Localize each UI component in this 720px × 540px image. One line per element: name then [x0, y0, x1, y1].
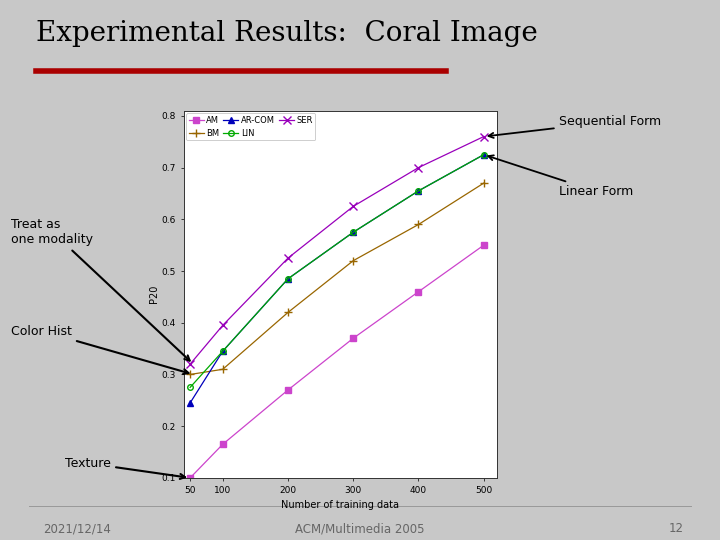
LIN — [480, 151, 488, 158]
AR-COM — [218, 348, 227, 354]
Line: LIN: LIN — [187, 152, 487, 390]
Text: ACM/Multimedia 2005: ACM/Multimedia 2005 — [295, 522, 425, 535]
AM — [218, 441, 227, 448]
Text: Linear Form: Linear Form — [488, 156, 634, 198]
AR-COM — [349, 229, 358, 235]
AR-COM — [186, 400, 194, 406]
LIN — [218, 348, 227, 354]
AM — [284, 387, 292, 393]
Text: Sequential Form: Sequential Form — [488, 115, 662, 138]
LIN — [414, 187, 423, 194]
AM — [480, 242, 488, 248]
AR-COM — [284, 275, 292, 282]
BM — [186, 371, 194, 377]
BM — [414, 221, 423, 228]
Legend: AM, BM, AR-COM, LIN, SER: AM, BM, AR-COM, LIN, SER — [186, 113, 315, 140]
BM — [480, 180, 488, 186]
SER — [218, 322, 227, 328]
Line: SER: SER — [186, 132, 488, 368]
Text: Treat as
one modality: Treat as one modality — [12, 218, 189, 361]
AM — [186, 475, 194, 481]
Text: Experimental Results:  Coral Image: Experimental Results: Coral Image — [36, 20, 538, 47]
Line: AR-COM: AR-COM — [186, 151, 487, 407]
Text: 12: 12 — [669, 522, 684, 535]
AR-COM — [480, 151, 488, 158]
SER — [349, 203, 358, 210]
LIN — [284, 275, 292, 282]
SER — [186, 361, 194, 367]
SER — [284, 255, 292, 261]
Text: Color Hist: Color Hist — [12, 325, 189, 374]
LIN — [186, 384, 194, 390]
AR-COM — [414, 187, 423, 194]
Line: AM: AM — [187, 242, 487, 481]
LIN — [349, 229, 358, 235]
Y-axis label: P20: P20 — [149, 285, 159, 303]
Line: BM: BM — [186, 179, 488, 379]
BM — [349, 258, 358, 264]
BM — [218, 366, 227, 373]
Text: 2021/12/14: 2021/12/14 — [43, 522, 111, 535]
Text: Texture: Texture — [65, 457, 185, 479]
BM — [284, 309, 292, 316]
SER — [480, 133, 488, 140]
X-axis label: Number of training data: Number of training data — [282, 500, 399, 510]
SER — [414, 164, 423, 171]
AM — [349, 335, 358, 341]
AM — [414, 288, 423, 295]
